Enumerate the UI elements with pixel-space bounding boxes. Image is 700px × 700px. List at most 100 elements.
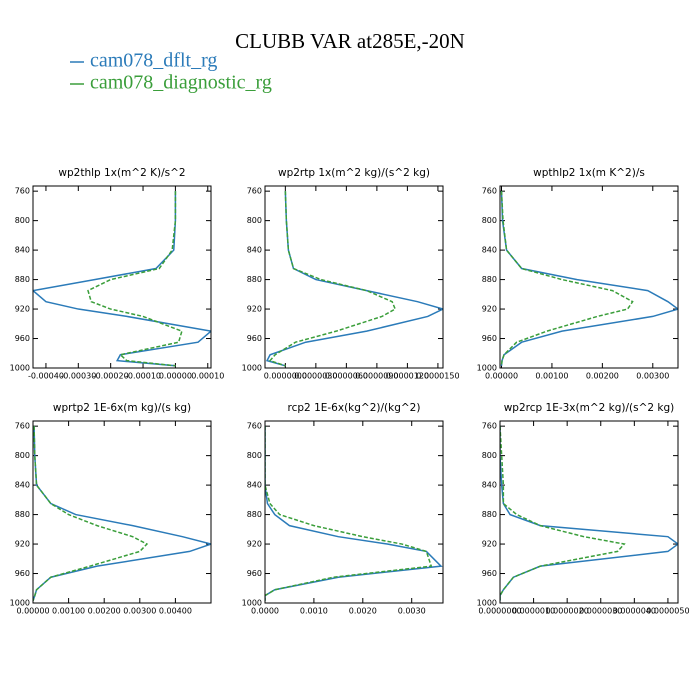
series-line	[33, 426, 211, 602]
y-tick-label: 920	[482, 540, 497, 549]
series-line	[33, 426, 149, 602]
y-tick-label: 800	[15, 216, 30, 225]
x-tick-label: 0.00300	[636, 372, 669, 381]
x-tick-label: 0.00100	[52, 607, 85, 616]
x-tick-label: 0.00400	[159, 607, 192, 616]
x-tick-label: 0.00000	[16, 607, 49, 616]
y-tick-label: 880	[15, 275, 30, 284]
y-tick-label: 960	[482, 569, 497, 578]
y-tick-label: 840	[482, 481, 497, 490]
y-tick-label: 840	[247, 246, 262, 255]
x-tick-label: 0.00100	[535, 372, 568, 381]
x-tick-label: 0.0020	[349, 607, 377, 616]
y-tick-label: 1000	[477, 599, 497, 608]
y-tick-label: 960	[482, 334, 497, 343]
panel-title: wprtp2 1E-6x(m kg)/(s kg)	[53, 402, 191, 414]
y-tick-label: 960	[15, 569, 30, 578]
x-tick-label: 0.0000000	[264, 372, 307, 381]
y-tick-label: 880	[482, 275, 497, 284]
x-tick-label: 0.0000150	[416, 372, 459, 381]
x-tick-label: 0.0030	[398, 607, 426, 616]
x-tick-label: -0.00010	[125, 372, 161, 381]
y-tick-label: 840	[15, 246, 30, 255]
legend-label: cam078_dflt_rg	[90, 50, 217, 72]
series-line	[265, 191, 443, 367]
series-line	[87, 191, 183, 367]
y-tick-label: 760	[482, 422, 497, 431]
y-tick-label: 1000	[477, 364, 497, 373]
y-tick-label: 880	[247, 510, 262, 519]
panel-title: wp2rtp 1x(m^2 kg)/(s^2 kg)	[278, 167, 430, 179]
x-tick-label: -0.00030	[60, 372, 96, 381]
y-tick-label: 880	[15, 510, 30, 519]
y-tick-label: 920	[247, 305, 262, 314]
y-tick-label: 920	[15, 305, 30, 314]
y-tick-label: 800	[247, 451, 262, 460]
plot-frame	[32, 420, 212, 604]
chart-title: CLUBB VAR at285E,-20N	[235, 29, 465, 53]
plot-frame	[32, 185, 212, 369]
y-tick-label: 760	[247, 422, 262, 431]
y-tick-label: 800	[15, 451, 30, 460]
panel-title: wp2thlp 1x(m^2 K)/s^2	[58, 167, 185, 179]
y-tick-label: 800	[482, 451, 497, 460]
y-tick-label: 960	[247, 569, 262, 578]
x-tick-label: 0.00010	[191, 372, 224, 381]
y-tick-label: 880	[482, 510, 497, 519]
x-tick-label: 0.00000	[485, 372, 518, 381]
x-tick-label: 0.00300	[123, 607, 156, 616]
x-tick-label: 0.0000090	[355, 372, 398, 381]
panel-title: rcp2 1E-6x(kg^2)/(kg^2)	[288, 402, 421, 414]
panel-title: wpthlp2 1x(m K^2)/s	[533, 167, 645, 179]
y-tick-label: 840	[15, 481, 30, 490]
series-line	[500, 426, 626, 601]
x-tick-label: 0.0000000	[478, 607, 521, 616]
y-tick-label: 1000	[10, 364, 30, 373]
plot-frame	[499, 420, 679, 604]
plot-frame	[264, 185, 444, 369]
y-tick-label: 960	[15, 334, 30, 343]
series-line	[265, 426, 433, 601]
x-tick-label: 0.0000030	[294, 372, 337, 381]
series-line	[500, 191, 634, 366]
y-tick-label: 760	[247, 187, 262, 196]
y-tick-label: 960	[247, 334, 262, 343]
y-tick-label: 800	[482, 216, 497, 225]
plot-frame	[264, 420, 444, 604]
x-tick-label: 0.00000	[159, 372, 192, 381]
y-tick-label: 760	[15, 187, 30, 196]
y-tick-label: 920	[15, 540, 30, 549]
panel-title: wp2rcp 1E-3x(m^2 kg)/(s^2 kg)	[504, 402, 675, 414]
x-tick-label: 0.0000050	[646, 607, 689, 616]
x-tick-label: 0.00200	[88, 607, 121, 616]
plot-frame	[499, 185, 679, 369]
series-line	[268, 191, 397, 367]
x-tick-label: 0.0000020	[546, 607, 589, 616]
series-line	[500, 426, 678, 601]
y-tick-label: 840	[247, 481, 262, 490]
series-line	[500, 191, 678, 366]
x-tick-label: 0.0000040	[613, 607, 656, 616]
x-tick-label: 0.0000	[251, 607, 279, 616]
y-tick-label: 880	[247, 275, 262, 284]
x-tick-label: 0.0000010	[512, 607, 555, 616]
x-tick-label: 0.00200	[586, 372, 619, 381]
x-tick-label: 0.0010	[300, 607, 328, 616]
y-tick-label: 1000	[242, 364, 262, 373]
x-tick-label: 0.0000120	[386, 372, 429, 381]
y-tick-label: 920	[247, 540, 262, 549]
y-tick-label: 840	[482, 246, 497, 255]
y-tick-label: 920	[482, 305, 497, 314]
y-tick-label: 760	[482, 187, 497, 196]
x-tick-label: 0.0000060	[325, 372, 368, 381]
y-tick-label: 760	[15, 422, 30, 431]
x-tick-label: -0.00040	[28, 372, 64, 381]
legend-label: cam078_diagnostic_rg	[90, 72, 272, 94]
y-tick-label: 1000	[10, 599, 30, 608]
x-tick-label: 0.0000030	[579, 607, 622, 616]
y-tick-label: 800	[247, 216, 262, 225]
y-tick-label: 1000	[242, 599, 262, 608]
series-line	[33, 191, 211, 367]
x-tick-label: -0.00020	[93, 372, 129, 381]
